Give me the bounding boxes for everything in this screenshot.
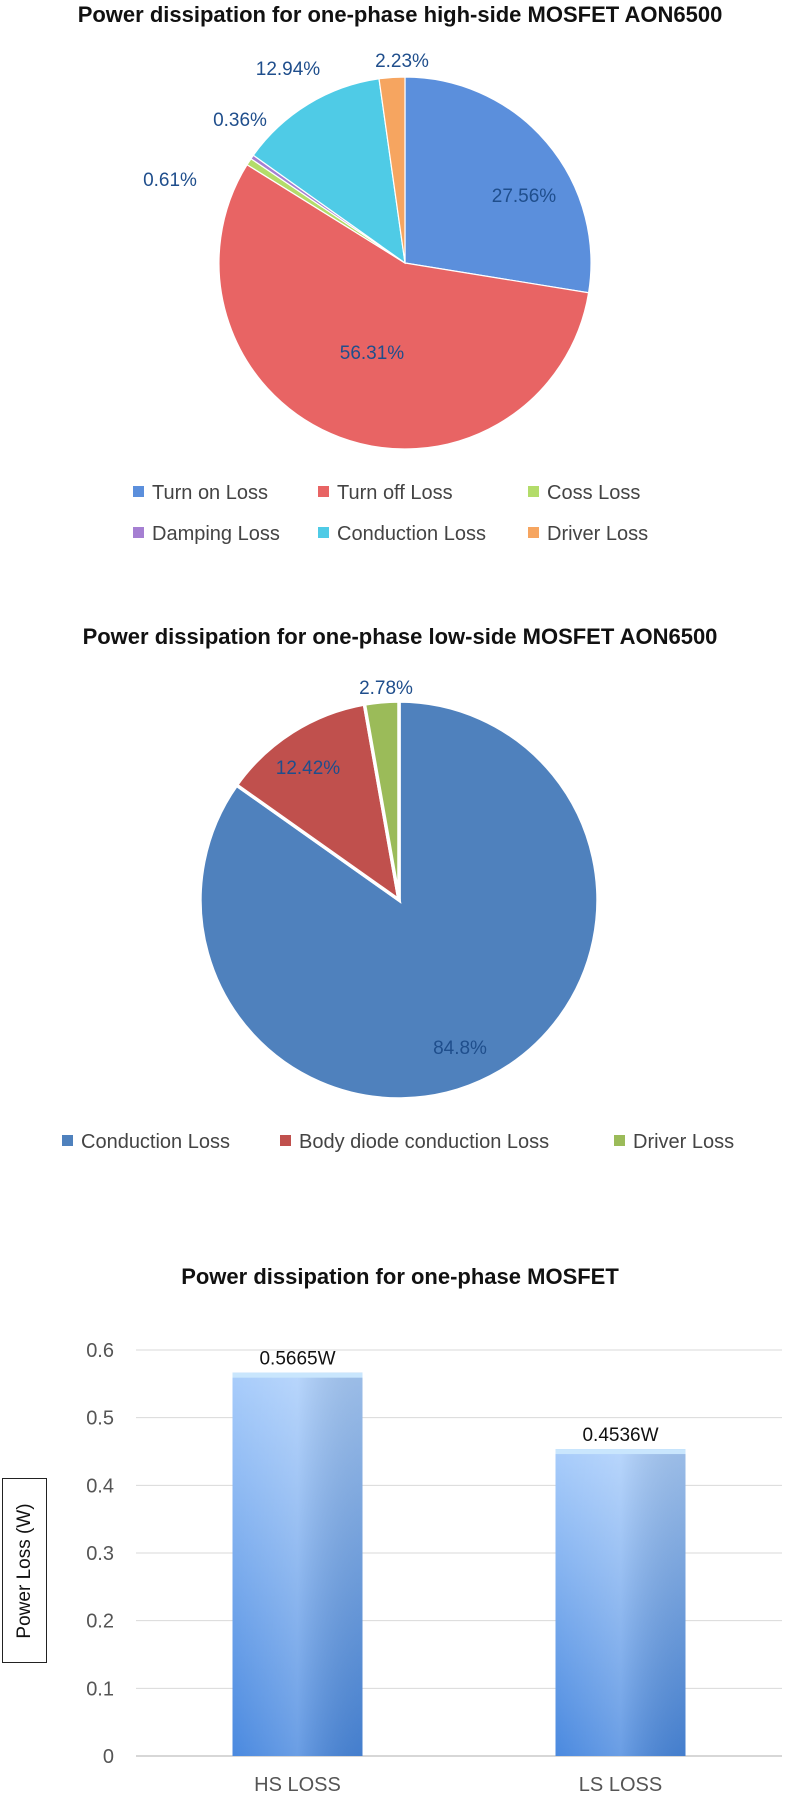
pie2-data-label-conduction-loss: 84.8% <box>433 1038 487 1059</box>
pie1-legend-item-driver-loss: Driver Loss <box>528 523 648 546</box>
pie1-legend-label: Turn on Loss <box>152 482 268 504</box>
pie1-data-label-turn-off-loss: 56.31% <box>340 343 405 364</box>
pie2-legend-label: Body diode conduction Loss <box>299 1131 550 1153</box>
pie1-legend-label: Turn off Loss <box>337 482 453 504</box>
pie1-data-label-coss-loss: 0.61% <box>143 170 197 191</box>
pie1-legend-item-coss-loss: Coss Loss <box>528 482 640 505</box>
pie1-title: Power dissipation for one-phase high-sid… <box>77 2 723 27</box>
y-tick-label: 0 <box>103 1746 114 1768</box>
pie1-slice-driver-loss <box>378 76 406 264</box>
pie1-data-label-driver-loss: 2.23% <box>375 51 429 72</box>
pie2-legend-item-driver-loss: Driver Loss <box>614 1131 734 1154</box>
pie2-legend-item-conduction-loss: Conduction Loss <box>62 1131 230 1154</box>
pie1-slice-turn-off-loss <box>218 163 590 450</box>
bar-shine-hs-loss <box>232 1372 363 1756</box>
pie1-legend-label: Coss Loss <box>547 482 641 504</box>
bar-value-label-ls-loss: 0.4536W <box>582 1425 658 1446</box>
pie2-data-label-driver-loss: 2.78% <box>359 678 413 699</box>
pie2-legend-swatch <box>62 1135 73 1147</box>
pie2-legend-swatch <box>614 1135 625 1147</box>
pie1-legend-swatch <box>528 486 539 498</box>
pie1-legend-swatch <box>133 486 144 498</box>
pie1-legend-swatch <box>318 527 329 539</box>
y-axis-label-box: Power Loss (W) <box>2 1478 47 1663</box>
pie1-legend-swatch <box>528 527 539 539</box>
bar-shine-ls-loss <box>555 1449 686 1756</box>
bar-cap-hs-loss <box>232 1372 363 1378</box>
pie2-slice-driver-loss <box>362 699 401 901</box>
pie2-chart: 84.8% 12.42% 2.78% <box>198 678 600 1101</box>
y-axis-label: Power Loss (W) <box>13 1502 35 1639</box>
pie1-slice-turn-on-loss <box>404 76 592 294</box>
y-tick-label: 0.3 <box>86 1543 114 1565</box>
y-tick-label: 0.2 <box>86 1611 114 1633</box>
y-tick-label: 0.6 <box>86 1340 114 1362</box>
y-tick-label: 0.5 <box>86 1408 114 1430</box>
pie1-legend-item-turn-off-loss: Turn off Loss <box>318 482 453 505</box>
pie1-legend-item-damping-loss: Damping Loss <box>133 523 280 546</box>
pie1-legend-label: Conduction Loss <box>337 523 486 545</box>
pie2-legend-swatch <box>280 1135 291 1147</box>
pie2-legend-label: Conduction Loss <box>81 1131 230 1153</box>
y-tick-label: 0.4 <box>86 1475 114 1497</box>
bar-title: Power dissipation for one-phase MOSFET <box>181 1264 619 1289</box>
pie1-data-label-turn-on-loss: 27.56% <box>492 186 557 207</box>
pie1-legend-swatch <box>133 527 144 539</box>
y-tick-label: 0.1 <box>86 1678 114 1700</box>
pie2-legend-label: Driver Loss <box>633 1131 735 1153</box>
pie1-legend-item-turn-on-loss: Turn on Loss <box>133 482 268 505</box>
pie2-data-label-body-diode-conduction-loss: 12.42% <box>276 758 341 779</box>
pie1-legend-swatch <box>318 486 329 498</box>
pie2-slice-body-diode-conduction-loss <box>234 701 402 904</box>
pie1-legend-label: Damping Loss <box>152 523 280 545</box>
pie2-title: Power dissipation for one-phase low-side… <box>82 624 718 649</box>
bar-cap-ls-loss <box>555 1449 686 1455</box>
x-tick-label-ls-loss: LS LOSS <box>579 1774 662 1796</box>
pie1-data-label-damping-loss: 0.36% <box>213 110 267 131</box>
pie2-legend-item-body-diode-conduction-loss: Body diode conduction Loss <box>280 1131 549 1154</box>
pie1-slice-conduction-loss <box>252 78 406 265</box>
pie1-chart: 27.56% 56.31% 0.61% 0.36% 12.94% 2.23% <box>143 51 592 450</box>
pie1-legend-label: Driver Loss <box>547 523 649 545</box>
bar-value-label-hs-loss: 0.5665W <box>259 1349 335 1370</box>
pie1-data-label-conduction-loss: 12.94% <box>256 59 321 80</box>
x-tick-label-hs-loss: HS LOSS <box>254 1774 341 1796</box>
pie1-legend-item-conduction-loss: Conduction Loss <box>318 523 486 546</box>
